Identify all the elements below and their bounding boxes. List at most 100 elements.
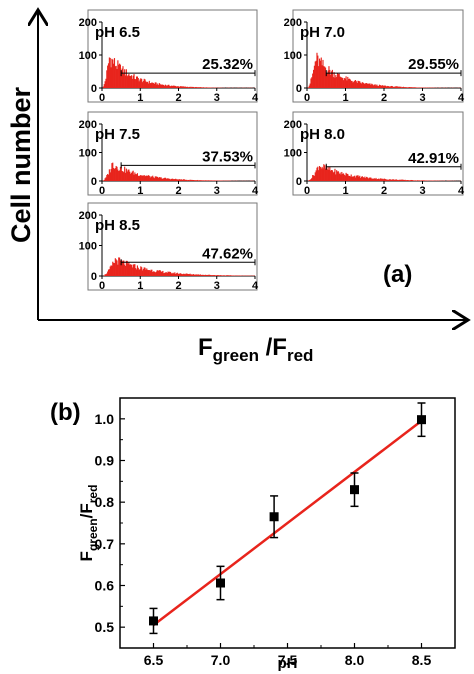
histogram-bar — [339, 172, 341, 181]
histogram-bar — [353, 176, 355, 181]
histogram-bar — [204, 274, 206, 276]
histogram-bar — [209, 87, 211, 88]
y-tick-label: 0.5 — [95, 619, 115, 635]
x-tick-label: 4 — [458, 92, 465, 104]
histogram-bar — [206, 87, 208, 88]
histogram-bar — [170, 85, 172, 88]
histogram-bar — [114, 66, 116, 88]
histogram-bar — [178, 179, 180, 181]
x-tick-label: 3 — [214, 185, 220, 197]
panel-b-label: (b) — [50, 399, 81, 426]
histogram-bar — [147, 81, 149, 88]
x-tick-label: 4 — [252, 280, 259, 292]
histogram-bar — [150, 269, 152, 276]
histogram-bar — [155, 176, 157, 181]
histogram-bar — [143, 267, 145, 276]
histogram-bar — [176, 86, 178, 88]
histogram-bar — [148, 175, 150, 181]
histogram-bar — [199, 180, 201, 181]
histogram-title: pH 8.0 — [300, 126, 345, 143]
histogram-bar — [412, 180, 414, 181]
histogram-bar — [129, 171, 131, 181]
histogram-bar — [328, 66, 330, 88]
histogram-bar — [325, 72, 327, 88]
histogram-bar — [210, 275, 212, 276]
histogram-bar — [221, 275, 223, 276]
histogram-bar — [332, 77, 334, 88]
histogram-bar — [336, 170, 338, 181]
histogram-bar — [115, 165, 117, 181]
histogram-panel: 0 100 200 0 1 2 3 4 pH 7.0 29.55% — [284, 9, 465, 104]
histogram-bar — [111, 265, 113, 276]
histogram-bar — [158, 177, 161, 181]
histogram-bar — [118, 170, 120, 181]
histogram-bar — [344, 78, 346, 88]
data-point — [149, 616, 158, 626]
histogram-bar — [407, 87, 409, 88]
histogram-bar — [161, 271, 163, 276]
histogram-bar — [163, 84, 165, 88]
histogram-bar — [185, 86, 187, 88]
histogram-bar — [237, 275, 239, 276]
histogram-bar — [342, 173, 345, 181]
histogram-bar — [114, 168, 116, 181]
histogram-bar — [198, 87, 201, 88]
histogram-bar — [211, 180, 213, 181]
histogram-bar — [314, 172, 316, 181]
histogram-bar — [156, 270, 158, 276]
histogram-bar — [150, 83, 152, 88]
histogram-bar — [140, 266, 142, 276]
histogram-bar — [130, 172, 133, 181]
histogram-bar — [143, 175, 145, 181]
histogram-bar — [218, 275, 220, 276]
gate-percent-label: 29.55% — [408, 56, 459, 73]
histogram-bar — [392, 179, 394, 181]
histogram-bar — [113, 167, 115, 181]
histogram-bar — [407, 180, 410, 181]
histogram-bar — [401, 179, 403, 181]
histogram-bar — [126, 260, 128, 276]
histogram-bar — [425, 180, 428, 181]
histogram-bar — [203, 87, 205, 88]
histogram-bar — [104, 178, 106, 181]
histogram-bar — [159, 270, 161, 276]
histogram-bar — [216, 275, 218, 276]
histogram-bar — [337, 73, 339, 88]
histogram-bar — [183, 179, 185, 181]
histogram-bar — [137, 175, 139, 181]
histogram-bar — [131, 171, 133, 181]
histogram-bar — [181, 274, 184, 276]
histogram-bar — [371, 83, 373, 88]
histogram-bar — [192, 274, 195, 276]
histogram-bar — [167, 84, 169, 88]
histogram-bar — [422, 180, 424, 181]
x-tick-label: 0 — [99, 185, 105, 197]
histogram-bar — [124, 265, 127, 276]
histogram-bar — [177, 86, 179, 88]
histogram-bar — [367, 83, 369, 88]
data-point — [269, 512, 279, 522]
histogram-bar — [174, 179, 176, 181]
histogram-bar — [211, 275, 213, 276]
histogram-bar — [176, 272, 178, 276]
histogram-title: pH 7.0 — [300, 24, 345, 41]
histogram-bar — [349, 176, 351, 181]
histogram-bar — [410, 87, 412, 88]
histogram-bar — [137, 267, 139, 276]
histogram-bar — [342, 173, 344, 181]
histogram-bar — [120, 74, 122, 88]
x-tick-label: 1 — [342, 185, 348, 197]
histogram-bar — [353, 81, 355, 88]
histogram-bar — [160, 177, 162, 181]
histogram-bar — [362, 82, 364, 88]
histogram-bar — [360, 176, 363, 181]
gate-percent-label: 47.62% — [202, 245, 253, 262]
histogram-bar — [363, 83, 365, 88]
histogram-bar — [232, 275, 234, 276]
histogram-bar — [169, 178, 171, 181]
histogram-bar — [387, 86, 389, 88]
histogram-bar — [413, 87, 415, 88]
histogram-bar — [198, 87, 200, 88]
histogram-bar — [192, 180, 194, 181]
histogram-bar — [177, 179, 179, 181]
